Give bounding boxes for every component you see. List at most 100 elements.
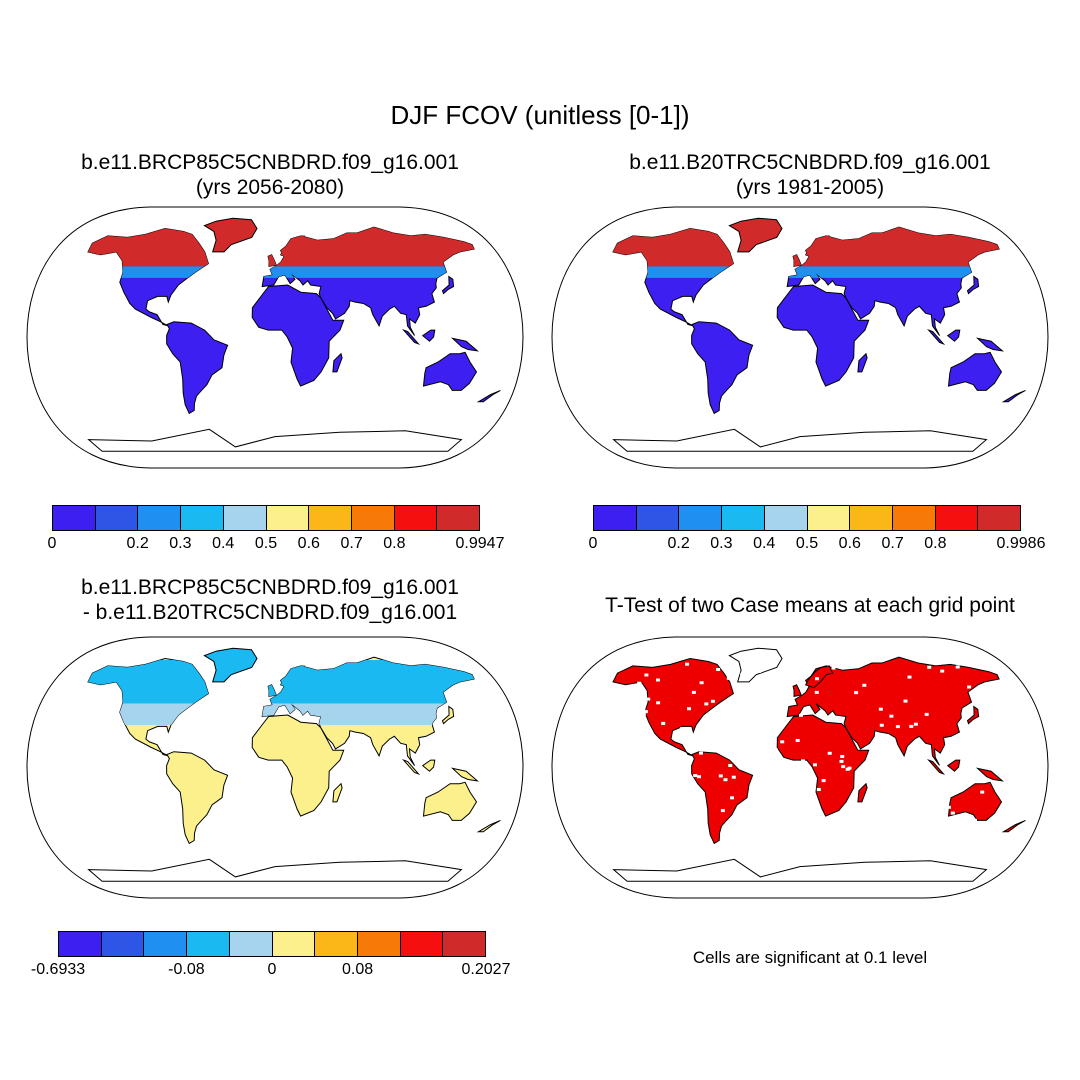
- non-significant-cell: [740, 672, 745, 676]
- map-historical: [551, 206, 1049, 469]
- colorbar-tick-label: 0.6: [838, 535, 861, 552]
- colorbar-swatch: [400, 932, 444, 956]
- panel-title-future-line2: (yrs 2056-2080): [195, 176, 345, 199]
- colorbar-tick-label: 0: [267, 961, 277, 978]
- non-significant-cell: [656, 678, 660, 682]
- map-border: [551, 636, 1049, 899]
- non-significant-cell: [774, 748, 778, 752]
- non-significant-cell: [795, 739, 800, 742]
- non-significant-cell: [625, 794, 630, 798]
- non-significant-cell: [853, 822, 858, 826]
- non-significant-cell: [777, 760, 782, 764]
- colorbar-swatch: [443, 932, 486, 956]
- non-significant-cell: [778, 821, 783, 825]
- landmass-northAmerica: [612, 657, 734, 757]
- non-significant-cell: [763, 740, 768, 744]
- landmass-newZealand: [476, 819, 501, 833]
- non-significant-cell: [771, 750, 776, 754]
- landmass-africa: [776, 284, 870, 387]
- non-significant-cell: [716, 668, 721, 671]
- colorbar-tick-label: 0.2: [126, 535, 149, 552]
- colorbar-swatch: [636, 506, 680, 530]
- colorbar-difference-labels: -0.6933 -0.08 0 0.08 0.2027: [31, 961, 511, 981]
- non-significant-cell: [1014, 740, 1019, 743]
- panel-title-difference-line1: b.e11.BRCP85C5CNBDRD.f09_g16.001: [81, 576, 459, 599]
- colorbar-swatch: [351, 506, 395, 530]
- non-significant-cell: [1006, 730, 1011, 734]
- colorbar-tick-label: 0.5: [254, 535, 278, 552]
- non-significant-cell: [801, 759, 805, 763]
- non-significant-cell: [641, 709, 646, 713]
- non-significant-cell: [622, 825, 627, 829]
- latitude-band: [613, 266, 1000, 278]
- panel-title-difference: b.e11.BRCP85C5CNBDRD.f09_g16.001 - b.e11…: [30, 575, 510, 625]
- non-significant-cell: [878, 787, 883, 791]
- non-significant-cell: [573, 774, 577, 777]
- colorbar-swatch: [272, 932, 316, 956]
- colorbar-swatch: [223, 506, 267, 530]
- map-difference: [26, 636, 524, 899]
- landmass-southAmerica: [691, 321, 754, 415]
- non-significant-cell: [924, 712, 929, 716]
- non-significant-cell: [839, 759, 844, 763]
- non-significant-cell: [656, 783, 661, 787]
- non-significant-cell: [876, 809, 880, 813]
- panel-title-ttest: T-Test of two Case means at each grid po…: [605, 594, 1015, 617]
- colorbar-swatch: [935, 506, 979, 530]
- non-significant-cell: [980, 790, 985, 794]
- non-significant-cell: [656, 701, 661, 705]
- non-significant-cell: [589, 732, 594, 735]
- non-significant-cell: [946, 832, 950, 836]
- non-significant-cell: [927, 665, 932, 669]
- colorbar-swatch: [138, 506, 182, 530]
- map-future: [26, 206, 524, 469]
- non-significant-cell: [758, 818, 763, 822]
- colorbar-swatch: [315, 932, 358, 956]
- non-significant-cell: [646, 697, 651, 701]
- non-significant-cell: [978, 737, 982, 741]
- non-significant-cell: [870, 810, 875, 813]
- non-significant-cell: [813, 763, 817, 767]
- non-significant-cell: [854, 691, 859, 695]
- non-significant-cell: [845, 767, 850, 771]
- colorbar-swatch: [309, 506, 352, 530]
- non-significant-cell: [635, 797, 640, 801]
- map-border: [26, 206, 524, 469]
- non-significant-cell: [685, 662, 690, 666]
- non-significant-cell: [657, 661, 662, 665]
- non-significant-cell: [757, 669, 762, 673]
- non-significant-cell: [841, 765, 846, 769]
- non-significant-cell: [967, 685, 972, 689]
- non-significant-cell: [757, 797, 762, 801]
- landmass-newGuinea: [450, 337, 480, 352]
- non-significant-cell: [793, 793, 798, 796]
- non-significant-cell: [903, 699, 908, 703]
- non-significant-cell: [644, 673, 649, 677]
- non-significant-cell: [626, 833, 631, 837]
- non-significant-cell: [730, 796, 734, 800]
- panel-title-future-line1: b.e11.BRCP85C5CNBDRD.f09_g16.001: [81, 151, 459, 174]
- non-significant-cell: [599, 774, 604, 778]
- colorbar-swatch: [357, 932, 401, 956]
- figure-title: DJF FCOV (unitless [0-1]): [390, 100, 690, 130]
- non-significant-cell: [729, 832, 734, 836]
- non-significant-cell: [774, 824, 779, 828]
- non-significant-cell: [822, 833, 827, 837]
- landmass-newZealand: [476, 389, 501, 403]
- non-significant-cell: [977, 764, 982, 768]
- colorbar-swatch: [679, 506, 723, 530]
- landmass-antarctica: [612, 428, 988, 452]
- panel-title-historical-line1: b.e11.B20TRC5CNBDRD.f09_g16.001: [629, 151, 991, 174]
- non-significant-cell: [643, 710, 648, 714]
- latitude-band: [88, 266, 475, 278]
- landmass-scandinavia: [804, 665, 834, 689]
- colorbar-tick-label: 0.08: [342, 961, 374, 978]
- non-significant-cell: [662, 837, 667, 841]
- non-significant-cell: [799, 795, 804, 799]
- colorbar-swatch: [181, 506, 224, 530]
- non-significant-cell: [878, 707, 883, 711]
- landmass-borneo: [421, 329, 436, 342]
- colorbar-swatch: [394, 506, 438, 530]
- landmass-greenland: [728, 217, 783, 253]
- colorbar-tick-label: 0.3: [710, 535, 733, 552]
